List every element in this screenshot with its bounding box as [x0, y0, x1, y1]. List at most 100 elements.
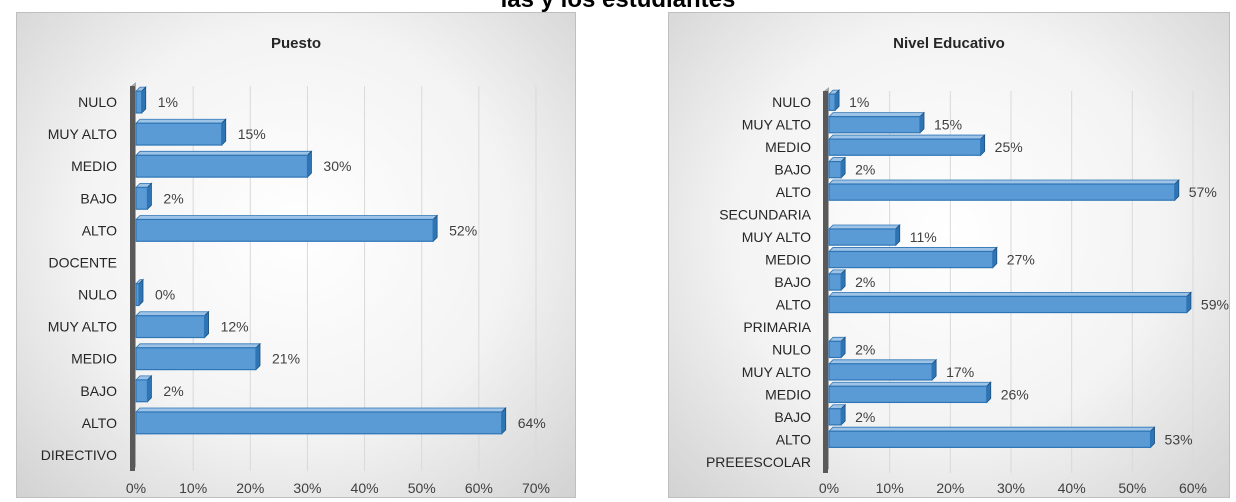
puesto-value-label-2: 15%: [238, 126, 266, 142]
nivel-educativo-chart-title: Nivel Educativo: [893, 35, 1005, 52]
nivel-educativo-category-label-medio: MEDIO: [765, 139, 811, 155]
puesto-value-label-10: 2%: [163, 383, 183, 399]
puesto-category-label-medio: MEDIO: [71, 158, 117, 174]
puesto-category-label-bajo: BAJO: [80, 383, 117, 399]
puesto-x-tick-label: 10%: [179, 480, 207, 496]
puesto-x-tick-label: 40%: [351, 480, 379, 496]
puesto-bar-8: [135, 315, 206, 339]
nivel-educativo-value-label-13: 17%: [946, 364, 974, 380]
nivel-educativo-bar-10: [828, 295, 1188, 314]
puesto-category-label-docente: DOCENTE: [49, 254, 117, 270]
puesto-bar-9: [135, 347, 257, 371]
puesto-bar-2: [135, 122, 223, 146]
nivel-educativo-bar-top-5: [828, 179, 1180, 185]
nivel-educativo-bar-top-13: [828, 359, 938, 365]
nivel-educativo-value-label-2: 15%: [934, 117, 962, 133]
puesto-category-label-bajo: BAJO: [80, 190, 117, 206]
nivel-educativo-x-tick-label: 0%: [819, 480, 839, 496]
puesto-chart-panel: Puesto 0% 10% 20% 30% 40% 50% 60% 70% NULO 1% MUY A…: [16, 12, 576, 498]
puesto-bar-end-9: [255, 342, 261, 371]
nivel-educativo-value-label-8: 27%: [1007, 252, 1035, 268]
puesto-axis-wall: [130, 86, 135, 471]
nivel-educativo-category-label-alto: ALTO: [776, 296, 811, 312]
puesto-category-label-alto: ALTO: [82, 415, 117, 431]
nivel-educativo-bar-top-14: [828, 381, 992, 387]
puesto-value-label-4: 2%: [163, 190, 183, 206]
puesto-category-label-directivo: DIRECTIVO: [41, 447, 117, 463]
puesto-chart: Puesto 0% 10% 20% 30% 40% 50% 60% 70% NULO 1% MUY A…: [41, 35, 550, 496]
nivel-educativo-category-label-preeescolar: PREEESCOLAR: [706, 454, 811, 470]
nivel-educativo-chart-panel: Nivel Educativo 0% 10% 20% 30% 40% 50% 60% NULO 1…: [668, 12, 1230, 498]
nivel-educativo-category-label-medio: MEDIO: [765, 252, 811, 268]
nivel-educativo-x-tick-label: 50%: [1118, 480, 1146, 496]
puesto-value-label-7: 0%: [155, 287, 175, 303]
puesto-bar-5: [135, 218, 434, 242]
nivel-educativo-category-label-primaria: PRIMARIA: [743, 319, 811, 335]
puesto-x-tick-label: 50%: [408, 480, 436, 496]
nivel-educativo-bar-2: [828, 116, 921, 134]
nivel-educativo-bar-4: [828, 160, 842, 179]
nivel-educativo-x-tick-label: 60%: [1179, 480, 1207, 496]
puesto-bar-top-5: [135, 215, 439, 220]
nivel-educativo-category-label-nulo: NULO: [772, 94, 811, 110]
nivel-educativo-bar-8: [828, 250, 994, 269]
nivel-educativo-category-label-muy-alto: MUY ALTO: [742, 117, 811, 133]
puesto-category-label-muy-alto: MUY ALTO: [48, 319, 117, 335]
puesto-bar-end-10: [147, 374, 152, 403]
puesto-x-tick-label: 30%: [293, 480, 321, 496]
puesto-value-label-8: 12%: [221, 319, 249, 335]
puesto-category-label-nulo: NULO: [78, 287, 117, 303]
nivel-educativo-bar-12: [828, 340, 842, 359]
nivel-educativo-value-label-14: 26%: [1001, 386, 1029, 402]
nivel-educativo-category-label-nulo: NULO: [772, 341, 811, 357]
puesto-value-label-11: 64%: [518, 415, 546, 431]
nivel-educativo-chart: Nivel Educativo 0% 10% 20% 30% 40% 50% 60% NULO 1…: [706, 35, 1229, 496]
nivel-educativo-category-label-alto: ALTO: [776, 431, 811, 447]
nivel-educativo-category-label-bajo: BAJO: [774, 409, 811, 425]
nivel-educativo-bar-14: [828, 385, 988, 404]
nivel-educativo-value-label-7: 11%: [910, 229, 937, 245]
nivel-educativo-bar-16: [828, 430, 1152, 448]
puesto-bar-10: [135, 379, 149, 403]
nivel-educativo-x-tick-label: 20%: [936, 480, 964, 496]
puesto-x-tick-label: 0%: [126, 480, 146, 496]
nivel-educativo-bar-end-5: [1174, 179, 1180, 202]
nivel-educativo-category-label-secundaria: SECUNDARIA: [719, 207, 811, 223]
puesto-bar-7: [135, 283, 140, 307]
nivel-educativo-category-label-medio: MEDIO: [765, 386, 811, 402]
puesto-category-label-muy-alto: MUY ALTO: [48, 126, 117, 142]
nivel-educativo-category-label-bajo: BAJO: [774, 162, 811, 178]
nivel-educativo-bar-1: [828, 93, 836, 111]
nivel-educativo-value-label-3: 25%: [995, 139, 1023, 155]
nivel-educativo-value-label-12: 2%: [855, 341, 875, 357]
puesto-bar-end-8: [204, 310, 209, 339]
nivel-educativo-category-label-alto: ALTO: [776, 184, 811, 200]
nivel-educativo-bar-13: [828, 363, 933, 381]
nivel-educativo-category-label-muy-alto: MUY ALTO: [742, 229, 811, 245]
puesto-x-tick-label: 60%: [465, 480, 493, 496]
nivel-educativo-value-label-1: 1%: [849, 94, 869, 110]
nivel-educativo-x-tick-label: 10%: [876, 480, 904, 496]
nivel-educativo-bar-7: [828, 228, 897, 246]
puesto-chart-title: Puesto: [271, 35, 321, 52]
nivel-educativo-value-label-5: 57%: [1189, 184, 1217, 200]
puesto-value-label-9: 21%: [272, 351, 300, 367]
nivel-educativo-category-label-bajo: BAJO: [774, 274, 811, 290]
puesto-value-label-5: 52%: [449, 222, 477, 238]
page-heading: las y los estudiantes: [0, 0, 1236, 14]
nivel-educativo-bar-15: [828, 408, 842, 426]
nivel-educativo-value-label-15: 2%: [855, 409, 875, 425]
nivel-educativo-x-tick-label: 30%: [997, 480, 1025, 496]
nivel-educativo-bar-top-7: [828, 224, 901, 230]
puesto-value-label-1: 1%: [158, 94, 178, 110]
nivel-educativo-category-label-muy-alto: MUY ALTO: [742, 364, 811, 380]
puesto-bar-end-7: [138, 278, 144, 307]
puesto-bar-1: [135, 90, 143, 114]
nivel-educativo-bar-9: [828, 273, 842, 291]
puesto-bar-4: [135, 186, 149, 210]
nivel-educativo-value-label-9: 2%: [855, 274, 875, 290]
puesto-x-tick-label: 70%: [522, 480, 550, 496]
nivel-educativo-x-tick-label: 40%: [1058, 480, 1086, 496]
puesto-bar-end-5: [432, 214, 438, 243]
puesto-bar-end-4: [147, 182, 152, 211]
